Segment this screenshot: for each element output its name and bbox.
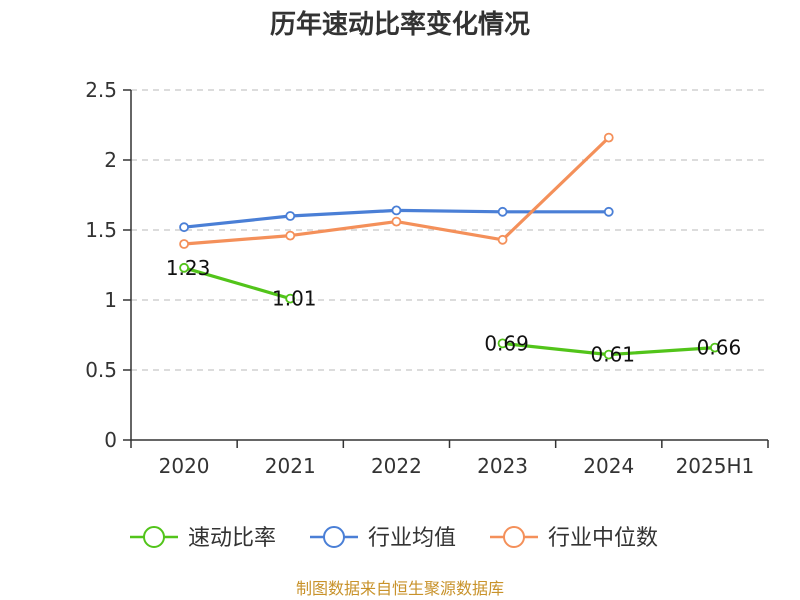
series-point-2 — [179, 239, 189, 249]
series-line-0 — [183, 266, 291, 301]
series-point-2 — [497, 234, 508, 245]
series-point-1 — [497, 206, 508, 217]
axes: 0 0.5 1 1.5 2 2.5 2020 2021 2022 2023 2024 2025H1 — [85, 78, 769, 478]
legend-item-0[interactable]: 速动比率 — [130, 526, 276, 551]
legend-swatch-marker — [323, 526, 345, 548]
legend-swatch-marker — [143, 526, 165, 548]
legend: 速动比率 行业均值 行业中位数 — [130, 526, 658, 551]
series-point-1 — [391, 205, 402, 216]
series-point-2 — [603, 132, 614, 143]
series-point-2 — [285, 230, 296, 241]
series-point-1 — [179, 222, 189, 233]
series-point-0 — [285, 293, 296, 304]
grid-lines — [131, 89, 768, 371]
series-point-0 — [179, 262, 189, 273]
y-tick-label: 1.5 — [85, 218, 117, 242]
x-tick-label: 2021 — [265, 454, 316, 478]
series-layer — [179, 132, 720, 360]
data-label: 0.66 — [697, 336, 742, 360]
data-label: 0.69 — [484, 331, 529, 355]
legend-item-1[interactable]: 行业均值 — [310, 526, 456, 551]
x-tick-label: 2025H1 — [676, 454, 755, 478]
y-tick-label: 1 — [104, 288, 117, 312]
y-tick-label: 2.5 — [85, 78, 117, 102]
x-tick-label: 2024 — [583, 454, 634, 478]
legend-swatch-marker — [503, 526, 525, 548]
data-label: 0.61 — [590, 343, 635, 367]
x-tick-label: 2022 — [371, 454, 422, 478]
x-tick-label: 2023 — [477, 454, 528, 478]
series-point-0 — [710, 342, 720, 353]
series-point-0 — [603, 349, 614, 360]
legend-label: 行业中位数 — [548, 526, 658, 551]
data-label: 1.01 — [272, 287, 317, 311]
legend-label: 速动比率 — [188, 526, 276, 551]
legend-label: 行业均值 — [368, 526, 456, 551]
series-point-0 — [497, 338, 508, 349]
chart-title: 历年速动比率变化情况 — [270, 9, 530, 40]
data-label: 1.23 — [166, 256, 211, 280]
y-tick-label: 0 — [104, 428, 117, 452]
series-point-2 — [391, 216, 402, 227]
series-line-2 — [183, 136, 610, 246]
y-tick-label: 0.5 — [85, 358, 117, 382]
y-tick-label: 2 — [104, 148, 117, 172]
x-tick-label: 2020 — [159, 454, 210, 478]
legend-item-2[interactable]: 行业中位数 — [490, 526, 658, 551]
series-point-1 — [285, 211, 296, 221]
series-point-1 — [603, 206, 614, 217]
data-labels: 1.23 1.01 0.69 0.61 0.66 — [166, 256, 741, 367]
source-note: 制图数据来自恒生聚源数据库 — [296, 579, 504, 598]
